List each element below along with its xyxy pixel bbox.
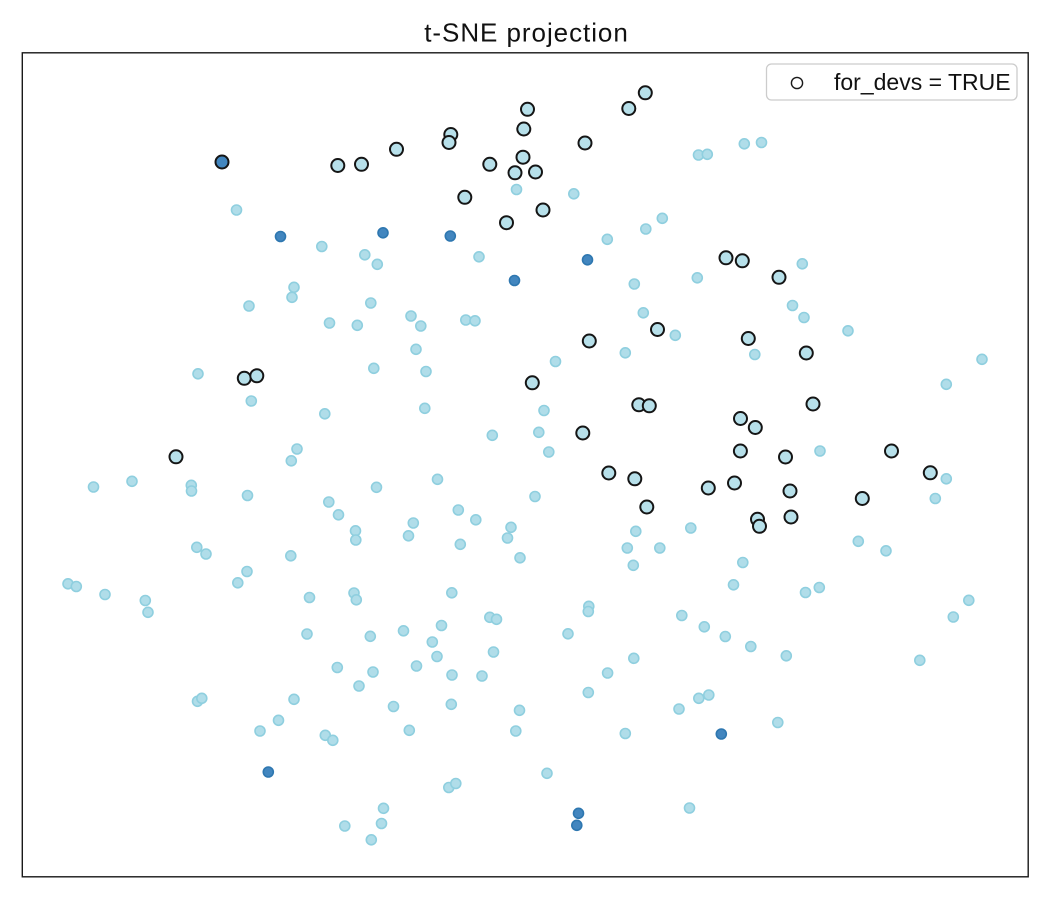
svg-text:for_devs = TRUE: for_devs = TRUE — [834, 69, 1011, 95]
svg-text:t-SNE projection: t-SNE projection — [424, 18, 629, 48]
